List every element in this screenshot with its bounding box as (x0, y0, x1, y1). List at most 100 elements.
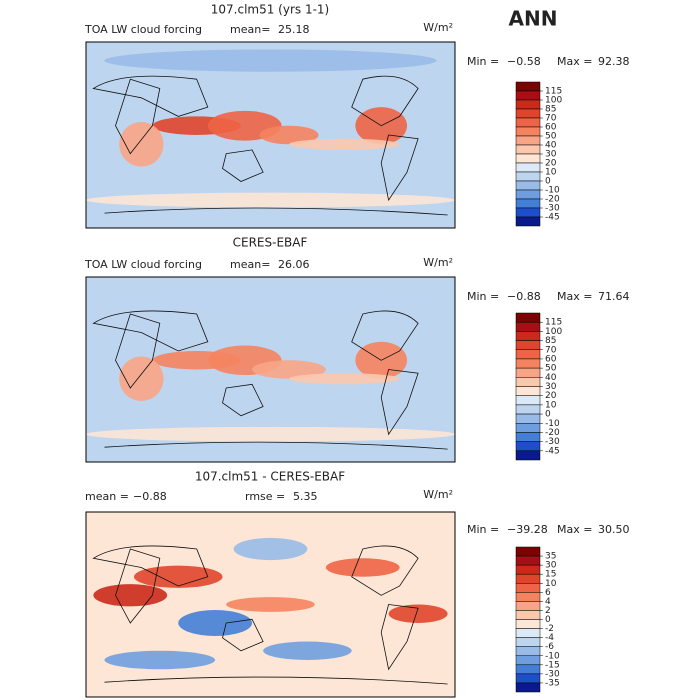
colorbar-label: 0 (545, 615, 551, 625)
colorbar-box (515, 601, 541, 611)
map-field-region (288, 138, 400, 150)
colorbar-box (515, 673, 541, 684)
colorbar-label: 6 (545, 588, 551, 598)
colorbar-box (515, 655, 541, 666)
colorbar-label: 30 (545, 382, 557, 392)
panel-title: 107.clm51 - CERES-EBAF (195, 470, 345, 484)
colorbar-box (515, 441, 541, 452)
colorbar-box (515, 367, 541, 378)
min-label: Min = (467, 290, 499, 303)
coastline (380, 604, 419, 671)
coastline (380, 369, 419, 436)
min-value: −0.88 (507, 290, 541, 303)
colorbar-label: -6 (545, 642, 554, 652)
colorbar-label: -30 (545, 437, 560, 447)
map-field-region (388, 604, 448, 623)
map-field-region (288, 373, 400, 385)
colorbar-box (515, 619, 541, 629)
colorbar-box (515, 377, 541, 387)
season-label: ANN (509, 7, 558, 31)
colorbar-box (515, 664, 541, 675)
colorbar-box (515, 395, 541, 406)
stat-value: −0.88 (133, 490, 167, 503)
colorbar-box (515, 99, 541, 110)
colorbar-box (515, 162, 541, 173)
variable-label: TOA LW cloud forcing (84, 258, 202, 271)
stat-value: 25.18 (278, 23, 310, 36)
max-label: Max = (557, 523, 592, 536)
coastline (92, 545, 209, 587)
colorbar-label: 20 (545, 159, 557, 169)
min-label: Min = (467, 55, 499, 68)
colorbar-label: 10 (545, 579, 557, 589)
coastline (115, 313, 161, 389)
colorbar-label: 50 (545, 364, 557, 374)
panel-title: CERES-EBAF (233, 236, 308, 250)
stat-value: 5.35 (293, 490, 318, 503)
colorbar-box (515, 135, 541, 146)
colorbar-box (515, 450, 541, 461)
colorbar-box (515, 610, 541, 620)
map-field-region (233, 537, 308, 561)
colorbar-box (515, 331, 541, 341)
colorbar-label: 85 (545, 336, 556, 346)
colorbar-label: 60 (545, 123, 557, 133)
colorbar-box (515, 321, 541, 332)
colorbar-box (515, 573, 541, 584)
colorbar-label: 100 (545, 96, 562, 106)
map-frame (85, 511, 456, 698)
map-field-region (104, 650, 216, 670)
colorbar-box (515, 546, 541, 557)
colorbar-label: -20 (545, 428, 560, 438)
colorbar-box (515, 386, 541, 396)
units: W/m² (423, 21, 453, 34)
coastline (115, 78, 161, 155)
colorbar-box (515, 358, 541, 369)
colorbar-box (515, 117, 541, 128)
colorbar-label: 30 (545, 150, 557, 160)
coastline (351, 310, 419, 361)
map-frame (85, 276, 456, 463)
colorbar-label: 15 (545, 570, 556, 580)
colorbar-label: -20 (545, 195, 560, 205)
colorbar-label: 60 (545, 354, 557, 364)
colorbar-box (515, 207, 541, 218)
coastline (92, 75, 209, 117)
colorbar-label: -10 (545, 186, 560, 196)
colorbar-box (515, 90, 541, 101)
colorbar-box (515, 81, 541, 92)
colorbar-label: -4 (545, 633, 554, 643)
variable-label: TOA LW cloud forcing (84, 23, 202, 36)
colorbar-label: -2 (545, 624, 554, 634)
colorbar-label: -35 (545, 678, 560, 688)
colorbar-label: 70 (545, 345, 557, 355)
colorbar-box (515, 637, 541, 647)
colorbar-box (515, 126, 541, 137)
colorbar-label: 10 (545, 400, 557, 410)
colorbar-label: 0 (545, 410, 551, 420)
colorbar-label: -15 (545, 660, 560, 670)
min-label: Min = (467, 523, 499, 536)
colorbar-label: 115 (545, 87, 562, 97)
colorbar-box (515, 108, 541, 119)
colorbar-box (515, 349, 541, 360)
colorbar-label: 40 (545, 373, 557, 383)
colorbar-box (515, 646, 541, 656)
colorbar-box (515, 583, 541, 593)
colorbar-label: 50 (545, 132, 557, 142)
stat-label: mean= (230, 23, 270, 36)
max-value: 71.64 (598, 290, 630, 303)
colorbar-label: -45 (545, 446, 560, 456)
colorbar-box (515, 216, 541, 227)
map-field-region (119, 356, 164, 401)
stat-label: mean = (85, 490, 129, 503)
stat-value: 26.06 (278, 258, 310, 271)
map-field-region (133, 565, 223, 588)
colorbar-label: 10 (545, 168, 557, 178)
units: W/m² (423, 488, 453, 501)
map-field-region (178, 610, 253, 636)
colorbar-label: -30 (545, 669, 560, 679)
colorbar-box (515, 180, 541, 191)
max-label: Max = (557, 290, 592, 303)
